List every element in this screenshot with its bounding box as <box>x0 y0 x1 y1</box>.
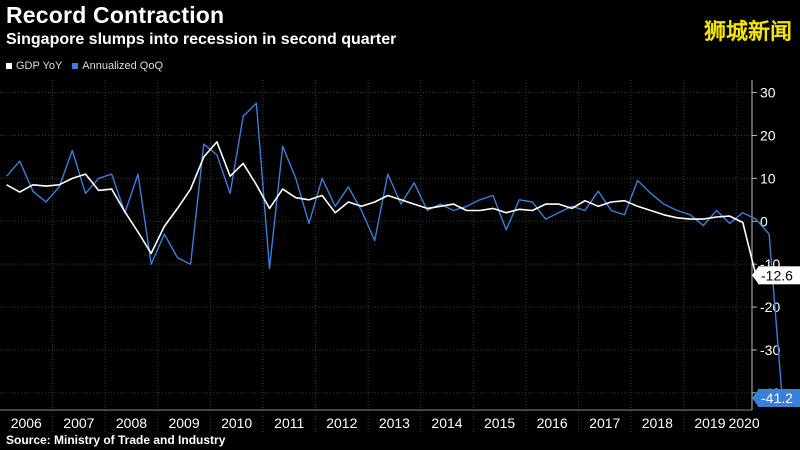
x-tick-label: 2014 <box>431 415 462 431</box>
source-note: Source: Ministry of Trade and Industry <box>6 433 226 447</box>
x-tick-label: 2018 <box>642 415 673 431</box>
x-tick-label: 2020 <box>729 415 760 431</box>
x-axis: 2006 2007 2008 2009 2010 2011 2012 2013 2014 2015… <box>0 409 760 431</box>
x-tick-label: 2008 <box>116 415 147 431</box>
legend-label-yoy: GDP YoY <box>16 60 63 72</box>
y-tick-label: 0 <box>760 213 768 229</box>
series-lines <box>6 102 783 399</box>
grid-lines <box>0 80 752 432</box>
end-label-pointer <box>752 389 758 406</box>
end-label-pointer <box>752 267 758 284</box>
x-tick-label: 2013 <box>379 415 410 431</box>
end-label-box <box>758 266 800 285</box>
series-line-gdp-yoy <box>6 141 757 276</box>
x-tick-label: 2011 <box>274 415 304 431</box>
x-tick-label: 2009 <box>168 415 199 431</box>
x-tick-label: 2010 <box>221 415 252 431</box>
x-tick-label: 2012 <box>326 415 357 431</box>
end-label-box <box>758 388 800 407</box>
series-line-annualized-qoq <box>6 102 783 399</box>
x-tick-label: 2019 <box>694 415 725 431</box>
watermark: 狮城新闻 <box>703 20 792 45</box>
legend-item-qoq: Annualized QoQ <box>72 60 163 72</box>
x-tick-label: 2006 <box>11 415 42 431</box>
chart-subtitle: Singapore slumps into recession in secon… <box>6 31 397 48</box>
legend: GDP YoY Annualized QoQ <box>6 60 163 72</box>
y-tick-label: 30 <box>760 85 776 101</box>
x-tick-label: 2017 <box>589 415 620 431</box>
end-label-gdp-yoy: -12.6 <box>761 267 793 283</box>
y-tick-label: -20 <box>760 299 780 315</box>
y-tick-label: 10 <box>760 170 776 186</box>
end-label-annualized-qoq: -41.2 <box>761 390 793 406</box>
x-tick-label: 2015 <box>484 415 515 431</box>
legend-swatch-yoy <box>6 63 12 69</box>
legend-label-qoq: Annualized QoQ <box>82 60 163 72</box>
chart-title: Record Contraction <box>6 2 225 28</box>
legend-item-yoy: GDP YoY <box>6 60 62 72</box>
y-tick-label: 20 <box>760 127 776 143</box>
y-tick-label: -30 <box>760 342 780 358</box>
x-tick-label: 2016 <box>537 415 568 431</box>
end-labels: -12.6 -41.2 <box>752 266 800 407</box>
x-tick-label: 2007 <box>63 415 94 431</box>
legend-swatch-qoq <box>72 63 79 69</box>
